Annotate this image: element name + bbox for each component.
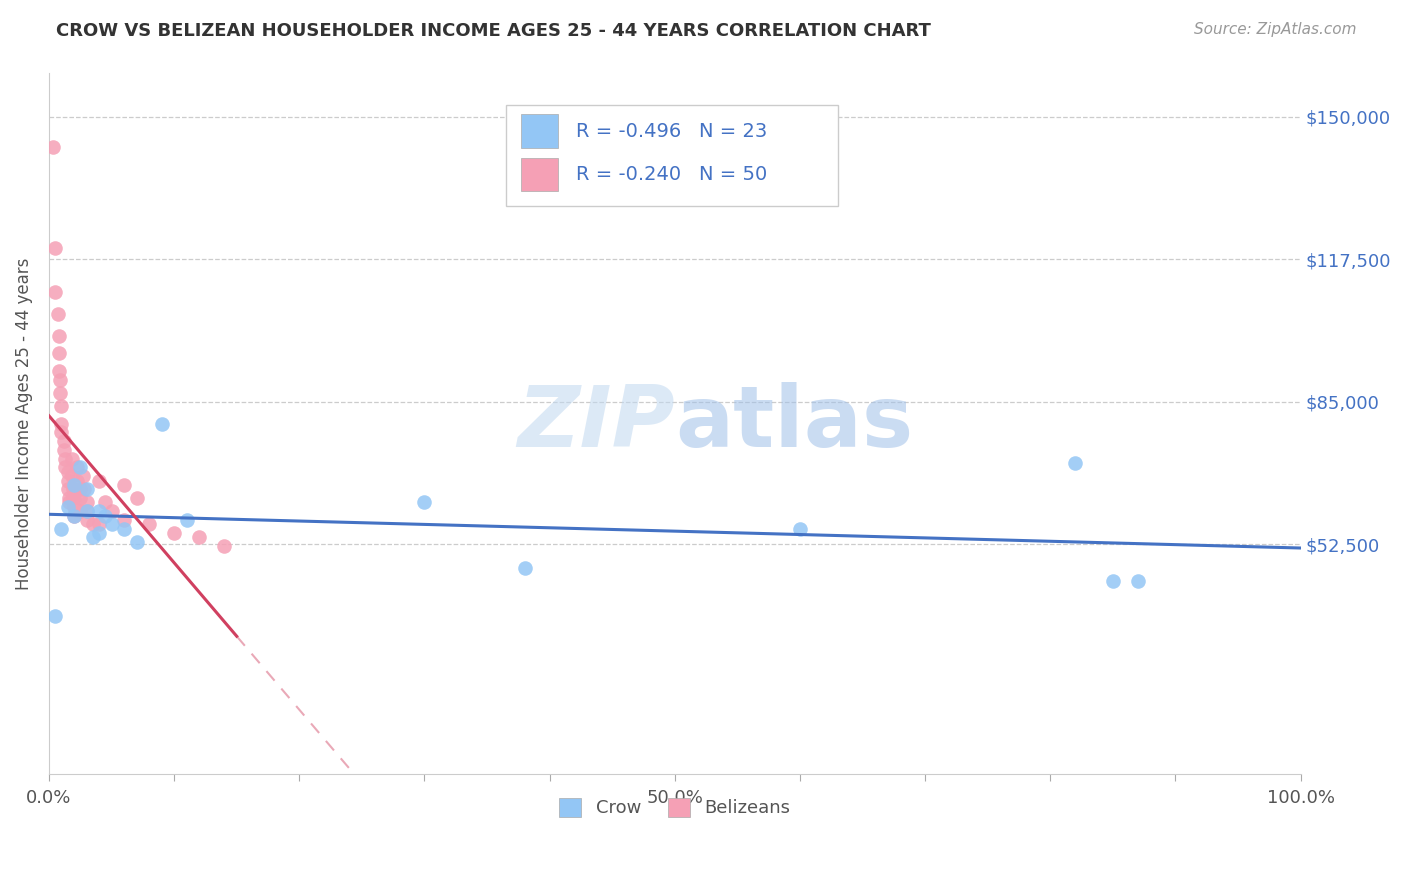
Point <box>63 491 86 505</box>
Point <box>76 504 98 518</box>
Point <box>69 460 91 475</box>
Point <box>51 425 73 440</box>
Point <box>176 513 198 527</box>
Point <box>63 508 86 523</box>
Point <box>49 385 72 400</box>
Point <box>65 460 87 475</box>
Point <box>212 539 235 553</box>
Point <box>413 495 436 509</box>
Point <box>87 517 110 532</box>
Point <box>163 526 186 541</box>
Point <box>87 504 110 518</box>
Point <box>62 491 84 505</box>
Point <box>60 469 83 483</box>
Point <box>87 526 110 541</box>
Point <box>56 483 79 497</box>
Point <box>513 561 536 575</box>
Point <box>82 517 104 532</box>
Text: CROW VS BELIZEAN HOUSEHOLDER INCOME AGES 25 - 44 YEARS CORRELATION CHART: CROW VS BELIZEAN HOUSEHOLDER INCOME AGES… <box>56 22 931 40</box>
Point <box>69 491 91 505</box>
Point <box>51 417 73 431</box>
Point <box>188 531 211 545</box>
FancyBboxPatch shape <box>506 104 838 206</box>
Point <box>48 346 70 360</box>
Point <box>58 491 80 505</box>
Point <box>51 522 73 536</box>
Point <box>53 460 76 475</box>
Point <box>76 504 98 518</box>
Point <box>112 513 135 527</box>
Text: N = 50: N = 50 <box>699 165 766 184</box>
Text: atlas: atlas <box>675 382 912 465</box>
Point <box>73 483 96 497</box>
Point <box>69 483 91 497</box>
Point <box>94 495 117 509</box>
Point <box>53 434 76 448</box>
Bar <box>520 158 558 192</box>
Point <box>789 522 811 536</box>
Text: N = 23: N = 23 <box>699 121 766 141</box>
Point <box>138 517 160 532</box>
Point <box>46 307 69 321</box>
Point <box>53 451 76 466</box>
Point <box>72 469 94 483</box>
Bar <box>520 114 558 148</box>
Point <box>112 522 135 536</box>
Point <box>42 140 65 154</box>
Point <box>125 534 148 549</box>
Point <box>65 474 87 488</box>
Point <box>56 500 79 514</box>
Point <box>49 373 72 387</box>
Point <box>69 504 91 518</box>
Point <box>51 399 73 413</box>
Point <box>62 483 84 497</box>
Point <box>58 495 80 509</box>
Point <box>63 478 86 492</box>
Text: R = -0.240: R = -0.240 <box>576 165 681 184</box>
Point <box>76 513 98 527</box>
Legend: Crow, Belizeans: Crow, Belizeans <box>553 791 797 825</box>
Text: ZIP: ZIP <box>517 382 675 465</box>
Point <box>48 329 70 343</box>
Point <box>56 465 79 479</box>
Point <box>48 364 70 378</box>
Point <box>94 508 117 523</box>
Y-axis label: Householder Income Ages 25 - 44 years: Householder Income Ages 25 - 44 years <box>15 258 32 590</box>
Text: Source: ZipAtlas.com: Source: ZipAtlas.com <box>1194 22 1357 37</box>
Point <box>82 531 104 545</box>
Point <box>87 474 110 488</box>
Point <box>44 241 66 255</box>
Point <box>100 504 122 518</box>
Point <box>76 495 98 509</box>
Point <box>1102 574 1125 589</box>
Point <box>63 500 86 514</box>
Point <box>76 483 98 497</box>
Point <box>100 517 122 532</box>
Point <box>1064 456 1087 470</box>
Point <box>60 451 83 466</box>
Point <box>125 491 148 505</box>
Point <box>150 417 173 431</box>
Point <box>1126 574 1149 589</box>
Point <box>44 285 66 299</box>
Point <box>56 474 79 488</box>
Point <box>63 508 86 523</box>
Point <box>44 609 66 624</box>
Text: R = -0.496: R = -0.496 <box>576 121 681 141</box>
Point <box>53 442 76 457</box>
Point <box>112 478 135 492</box>
